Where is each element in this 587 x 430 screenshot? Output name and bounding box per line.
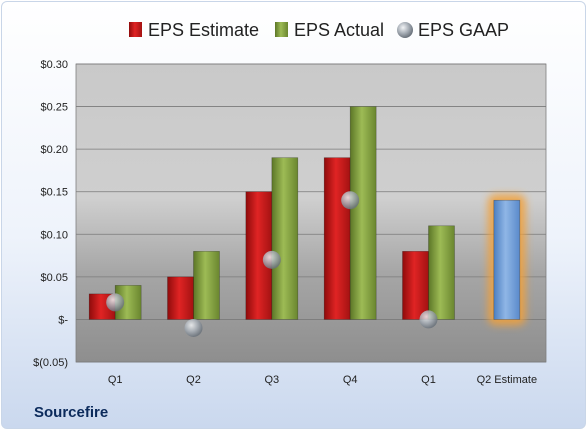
x-tick-label: Q2 Estimate xyxy=(477,374,538,386)
gaap-marker xyxy=(262,250,281,269)
x-tick-label: Q2 xyxy=(186,374,201,386)
legend-item-eps-actual: EPS Actual xyxy=(275,20,384,40)
y-tick-label: $(0.05) xyxy=(33,357,68,369)
bar-eps-actual xyxy=(428,225,455,320)
bar-eps-estimate xyxy=(402,251,429,320)
x-tick-label: Q4 xyxy=(343,374,358,386)
y-tick-label: $0.25 xyxy=(40,102,68,114)
x-tick-label: Q3 xyxy=(264,374,279,386)
y-tick-label: $0.15 xyxy=(40,187,68,199)
bar-eps-estimate xyxy=(323,157,351,320)
bar-eps-actual xyxy=(193,251,220,320)
gaap-marker xyxy=(341,191,360,210)
gridlines xyxy=(76,63,546,363)
plot-area xyxy=(75,63,547,363)
legend: EPS Estimate EPS Actual EPS GAAP xyxy=(129,20,509,40)
gaap-marker xyxy=(184,318,203,337)
y-tick-label: $0.20 xyxy=(40,144,68,156)
legend-label-eps-estimate: EPS Estimate xyxy=(148,20,259,40)
legend-swatch-eps-gaap xyxy=(397,22,413,38)
legend-swatch-eps-actual xyxy=(275,22,288,37)
bar-eps-estimate xyxy=(167,276,194,320)
bars xyxy=(88,106,521,320)
x-tick-label: Q1 xyxy=(421,374,436,386)
bar-estimate xyxy=(493,199,521,320)
legend-swatch-eps-estimate xyxy=(129,22,142,37)
bar-eps-actual xyxy=(349,106,377,320)
x-tick-label: Q1 xyxy=(108,374,123,386)
y-tick-label: $0.05 xyxy=(40,272,68,284)
y-tick-label: $0.30 xyxy=(40,59,68,71)
legend-item-eps-estimate: EPS Estimate xyxy=(129,20,259,40)
company-name: Sourcefire xyxy=(34,404,109,421)
y-tick-label: $0.10 xyxy=(40,229,68,241)
bar-eps-actual xyxy=(271,157,299,320)
gaap-markers xyxy=(106,191,438,337)
y-tick-label: $- xyxy=(58,314,68,326)
legend-label-eps-actual: EPS Actual xyxy=(294,20,384,40)
x-axis: Q1 Q2 Q3 Q4 Q1 Q2 Estimate xyxy=(108,374,537,386)
legend-item-eps-gaap: EPS GAAP xyxy=(397,20,509,40)
legend-label-eps-gaap: EPS GAAP xyxy=(418,20,509,40)
y-axis: $(0.05) $- $0.05 $0.10 $0.15 $0.20 $0.25 $0.30 xyxy=(33,59,68,369)
gaap-marker xyxy=(419,310,438,329)
gaap-marker xyxy=(106,293,125,312)
